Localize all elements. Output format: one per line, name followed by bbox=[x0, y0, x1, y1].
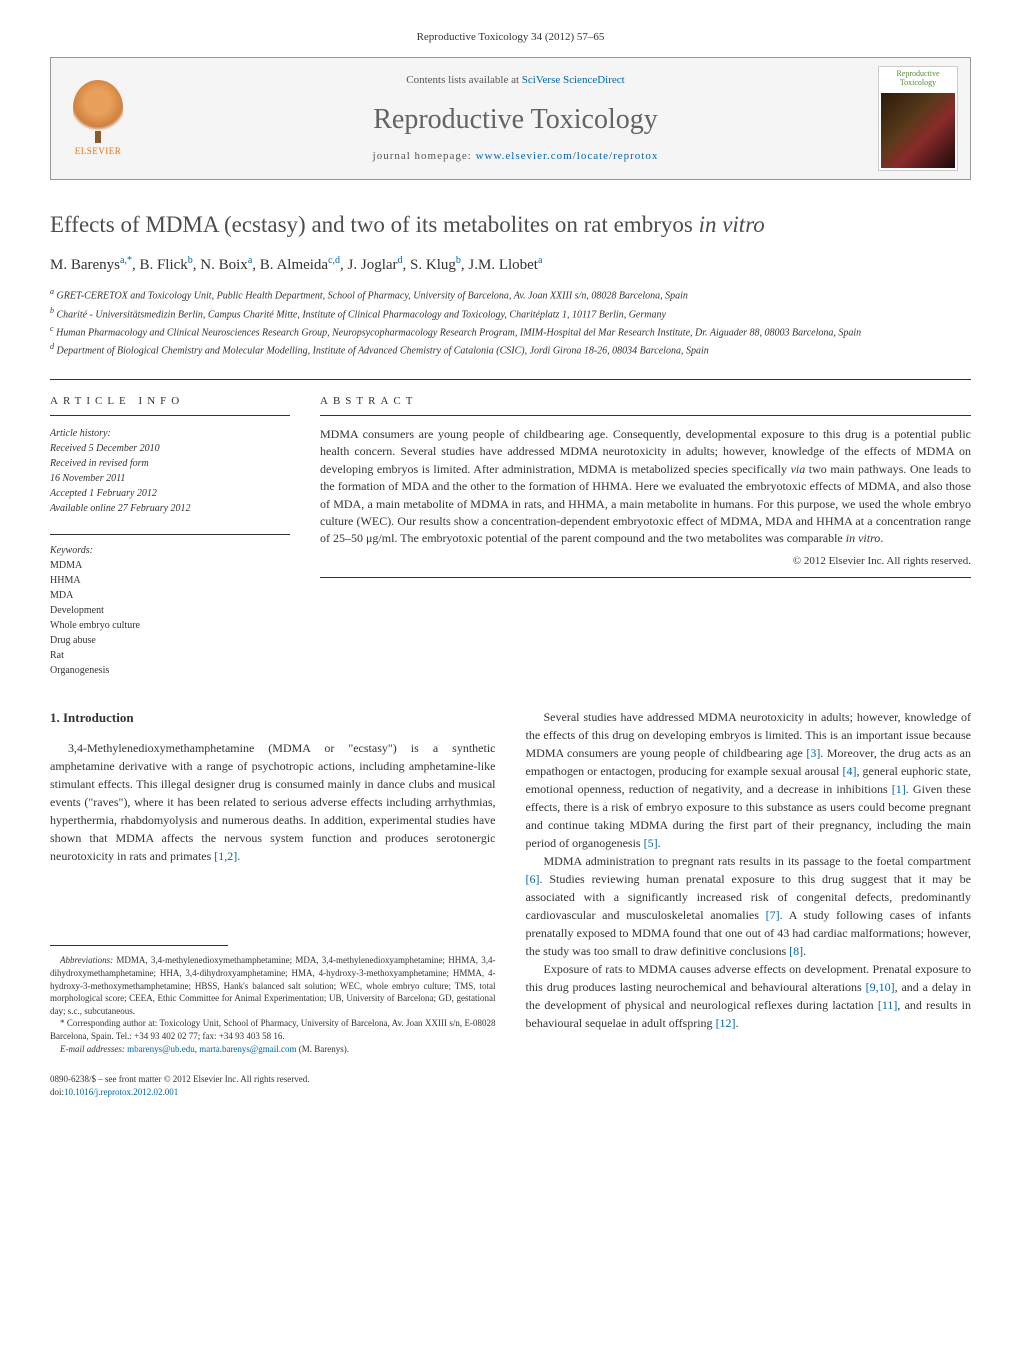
history-line: Available online 27 February 2012 bbox=[50, 503, 191, 514]
article-info-header: ARTICLE INFO bbox=[50, 394, 290, 416]
keywords-block: Keywords: MDMA HHMA MDA Development Whol… bbox=[50, 534, 290, 678]
elsevier-logo: ELSEVIER bbox=[63, 79, 133, 159]
history-label: Article history: bbox=[50, 426, 290, 441]
affiliation: c Human Pharmacology and Clinical Neuros… bbox=[50, 323, 971, 340]
journal-citation: Reproductive Toxicology 34 (2012) 57–65 bbox=[50, 30, 971, 45]
body-text: . bbox=[237, 849, 240, 863]
abbrev-label: Abbreviations: bbox=[60, 955, 113, 965]
keyword: Drug abuse bbox=[50, 635, 96, 646]
affiliation: a GRET-CERETOX and Toxicology Unit, Publ… bbox=[50, 286, 971, 303]
corr-label: * Corresponding author at: bbox=[60, 1018, 157, 1028]
ref-link[interactable]: [12] bbox=[716, 1016, 736, 1030]
keyword: Organogenesis bbox=[50, 665, 109, 676]
email-link[interactable]: mbarenys@ub.edu bbox=[127, 1044, 195, 1054]
header-center: Contents lists available at SciVerse Sci… bbox=[153, 73, 878, 165]
cover-title: Reproductive Toxicology bbox=[879, 67, 957, 91]
footnote-rule bbox=[50, 945, 228, 946]
article-title: Effects of MDMA (ecstasy) and two of its… bbox=[50, 210, 971, 240]
footnotes: Abbreviations: MDMA, 3,4-methylenedioxym… bbox=[50, 954, 496, 1055]
body-para: 3,4-Methylenedioxymethamphetamine (MDMA … bbox=[50, 739, 496, 865]
body-para: MDMA administration to pregnant rats res… bbox=[526, 852, 972, 960]
body-text: . bbox=[803, 944, 806, 958]
keywords-label: Keywords: bbox=[50, 543, 290, 558]
issn-line: 0890-6238/$ – see front matter © 2012 El… bbox=[50, 1074, 310, 1084]
body-text: MDMA administration to pregnant rats res… bbox=[544, 854, 972, 868]
ref-link[interactable]: [6] bbox=[526, 872, 540, 886]
email-label: E-mail addresses: bbox=[60, 1044, 125, 1054]
body-text: . bbox=[736, 1016, 739, 1030]
keyword: HHMA bbox=[50, 575, 81, 586]
abstract-column: ABSTRACT MDMA consumers are young people… bbox=[320, 394, 971, 678]
abstract-text: MDMA consumers are young people of child… bbox=[320, 426, 971, 548]
abbrev-text: MDMA, 3,4-methylenedioxymethamphetamine;… bbox=[50, 955, 496, 1015]
affiliation: d Department of Biological Chemistry and… bbox=[50, 341, 971, 358]
abstract-invitro: in vitro bbox=[846, 531, 881, 545]
journal-cover: Reproductive Toxicology bbox=[878, 66, 958, 171]
ref-link[interactable]: [4] bbox=[842, 764, 856, 778]
ref-link[interactable]: [3] bbox=[806, 746, 820, 760]
ref-link[interactable]: [7] bbox=[766, 908, 780, 922]
keyword: MDA bbox=[50, 590, 73, 601]
abstract-via: via bbox=[791, 462, 806, 476]
sciencedirect-link[interactable]: SciVerse ScienceDirect bbox=[522, 74, 625, 86]
title-italic: in vitro bbox=[699, 212, 765, 237]
abstract-copyright: © 2012 Elsevier Inc. All rights reserved… bbox=[320, 554, 971, 569]
doi-prefix: doi: bbox=[50, 1087, 64, 1097]
contents-prefix: Contents lists available at bbox=[406, 74, 521, 86]
authors: M. Barenysa,*, B. Flickb, N. Boixa, B. A… bbox=[50, 254, 971, 276]
affiliation: b Charité - Universitätsmedizin Berlin, … bbox=[50, 305, 971, 322]
ref-link[interactable]: [5] bbox=[644, 836, 658, 850]
journal-homepage: journal homepage: www.elsevier.com/locat… bbox=[153, 149, 878, 164]
email-suffix: (M. Barenys). bbox=[296, 1044, 349, 1054]
elsevier-tree-icon bbox=[73, 80, 123, 135]
cover-image-icon bbox=[881, 93, 955, 168]
keyword: Rat bbox=[50, 650, 64, 661]
abstract-header: ABSTRACT bbox=[320, 394, 971, 416]
article-info: ARTICLE INFO Article history: Received 5… bbox=[50, 394, 290, 678]
history-line: Accepted 1 February 2012 bbox=[50, 488, 157, 499]
journal-title: Reproductive Toxicology bbox=[153, 100, 878, 139]
body-text: 3,4-Methylenedioxymethamphetamine (MDMA … bbox=[50, 741, 496, 863]
body-text: . bbox=[658, 836, 661, 850]
homepage-link[interactable]: www.elsevier.com/locate/reprotox bbox=[476, 150, 659, 162]
abstract-p3: . bbox=[880, 531, 883, 545]
ref-link[interactable]: [1,2] bbox=[214, 849, 237, 863]
body-column-left: 1. Introduction 3,4-Methylenedioxymetham… bbox=[50, 708, 496, 1098]
doi-link[interactable]: 10.1016/j.reprotox.2012.02.001 bbox=[64, 1087, 178, 1097]
abstract-rule bbox=[320, 577, 971, 578]
history-line: Received in revised form bbox=[50, 458, 149, 469]
ref-link[interactable]: [11] bbox=[878, 998, 898, 1012]
keyword: Development bbox=[50, 605, 104, 616]
title-text: Effects of MDMA (ecstasy) and two of its… bbox=[50, 212, 699, 237]
ref-link[interactable]: [1] bbox=[892, 782, 906, 796]
ref-link[interactable]: [9,10] bbox=[866, 980, 895, 994]
body-para: Exposure of rats to MDMA causes adverse … bbox=[526, 960, 972, 1032]
contents-line: Contents lists available at SciVerse Sci… bbox=[153, 73, 878, 88]
history-line: 16 November 2011 bbox=[50, 473, 125, 484]
history-block: Article history: Received 5 December 201… bbox=[50, 426, 290, 516]
elsevier-label: ELSEVIER bbox=[75, 145, 122, 158]
email-link[interactable]: marta.barenys@gmail.com bbox=[199, 1044, 296, 1054]
history-line: Received 5 December 2010 bbox=[50, 443, 160, 454]
header-bar: ELSEVIER Contents lists available at Sci… bbox=[50, 57, 971, 180]
keyword: Whole embryo culture bbox=[50, 620, 140, 631]
ref-link[interactable]: [8] bbox=[789, 944, 803, 958]
homepage-prefix: journal homepage: bbox=[373, 150, 476, 162]
section-heading: 1. Introduction bbox=[50, 708, 496, 728]
body-column-right: Several studies have addressed MDMA neur… bbox=[526, 708, 972, 1098]
doi-block: 0890-6238/$ – see front matter © 2012 El… bbox=[50, 1073, 496, 1098]
keyword: MDMA bbox=[50, 560, 82, 571]
affiliations: a GRET-CERETOX and Toxicology Unit, Publ… bbox=[50, 286, 971, 358]
body-para: Several studies have addressed MDMA neur… bbox=[526, 708, 972, 852]
